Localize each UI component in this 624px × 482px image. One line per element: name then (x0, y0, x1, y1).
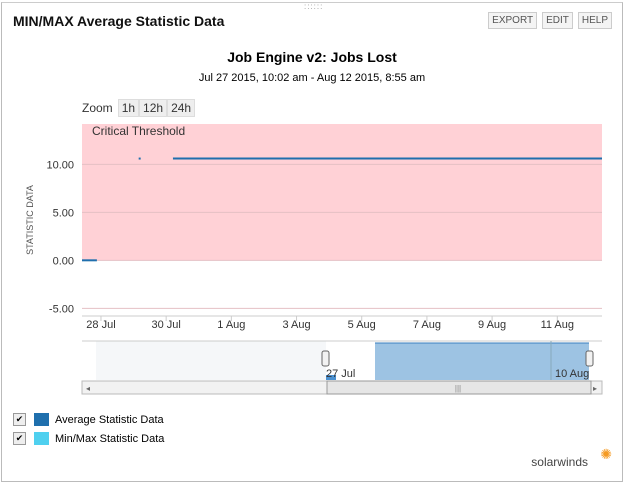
y-tick-label: 5.00 (53, 207, 74, 219)
chart-title: Job Engine v2: Jobs Lost (227, 49, 397, 65)
x-tick-label: 9 Aug (478, 319, 506, 331)
legend-label: Min/Max Statistic Data (55, 432, 165, 445)
legend-item-average[interactable]: ✔ Average Statistic Data (13, 413, 164, 426)
x-tick-label: 7 Aug (413, 319, 441, 331)
solarwinds-logo: solarwinds (531, 455, 588, 469)
legend-label: Average Statistic Data (55, 413, 164, 426)
chart-subtitle: Jul 27 2015, 10:02 am - Aug 12 2015, 8:5… (198, 72, 426, 84)
navigator-series-area (326, 375, 336, 380)
scroll-right-arrow-icon[interactable]: ▸ (593, 384, 597, 393)
y-tick-label: 0.00 (53, 255, 74, 267)
help-button[interactable]: HELP (577, 12, 612, 29)
zoom-1h-button[interactable]: 1h (117, 99, 140, 117)
zoom-12h-button[interactable]: 12h (139, 99, 168, 117)
navigator-handle[interactable] (321, 350, 330, 367)
navigator-unselected-area (96, 341, 326, 380)
navigator-label: 10 Aug (555, 368, 589, 380)
edit-button[interactable]: EDIT (542, 12, 573, 29)
widget-title: MIN/MAX Average Statistic Data (13, 13, 225, 29)
legend-swatch (34, 413, 49, 426)
y-axis-label: STATISTIC DATA (25, 185, 35, 255)
navigator-series-area (375, 343, 589, 380)
y-tick-label: -5.00 (49, 303, 74, 315)
checkbox-checked-icon[interactable]: ✔ (13, 413, 26, 426)
x-tick-label: 3 Aug (282, 319, 310, 331)
zoom-label: Zoom (82, 101, 113, 115)
navigator-handle[interactable] (585, 350, 594, 367)
export-button[interactable]: EXPORT (488, 12, 538, 29)
scrollbar-thumb[interactable] (326, 380, 592, 395)
navigator-label: 27 Jul (326, 368, 355, 380)
x-tick-label: 1 Aug (217, 319, 245, 331)
x-tick-label: 5 Aug (348, 319, 376, 331)
checkbox-checked-icon[interactable]: ✔ (13, 432, 26, 445)
threshold-label: Critical Threshold (92, 124, 185, 138)
legend-swatch (34, 432, 49, 445)
critical-threshold-band (82, 124, 602, 261)
x-tick-label: 11 Aug (541, 319, 574, 331)
legend-item-minmax[interactable]: ✔ Min/Max Statistic Data (13, 432, 164, 445)
scrollbar-grip-icon: ||| (455, 384, 461, 393)
zoom-24h-button[interactable]: 24h (167, 99, 196, 117)
data-point (138, 157, 141, 160)
y-tick-label: 10.00 (46, 159, 74, 171)
chart-svg: Critical Threshold 10.00 5.00 0.00 -5.00 STAT… (25, 124, 603, 395)
solarwinds-flame-icon: ✺ (600, 446, 612, 462)
x-tick-label: 28 Jul (86, 319, 115, 331)
drag-handle-icon[interactable]: :::::: (304, 2, 324, 11)
scroll-left-arrow-icon[interactable]: ◂ (86, 384, 90, 393)
x-tick-label: 30 Jul (151, 319, 180, 331)
